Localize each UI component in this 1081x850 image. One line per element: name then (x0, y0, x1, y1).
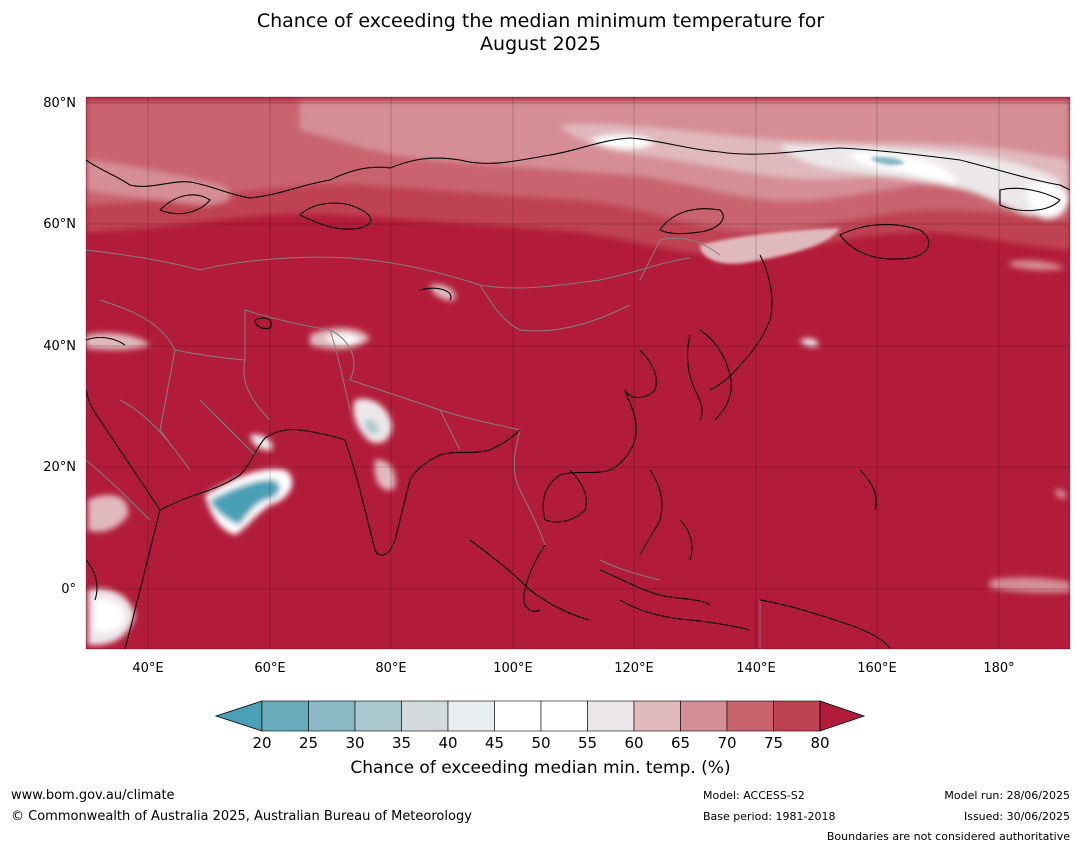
map-title: Chance of exceeding the median minimum t… (0, 10, 1081, 56)
latitude-labels: 80°N 60°N 40°N 20°N 0° (43, 96, 76, 597)
colorbar-title: Chance of exceeding median min. temp. (%… (350, 758, 731, 778)
title-line-2: August 2025 (480, 33, 601, 55)
colorbar-tick-label: 45 (485, 734, 504, 752)
model-text: Model: ACCESS-S2 (703, 789, 805, 802)
colorbar-segment (261, 700, 309, 732)
colorbar-under-arrow (214, 700, 263, 732)
colorbar-tick-label: 40 (438, 734, 457, 752)
colorbar-tick-label: 70 (717, 734, 736, 752)
siberia-anomaly (86, 100, 1070, 256)
colorbar-tick-label: 65 (671, 734, 690, 752)
colorbar-tick-label: 75 (764, 734, 783, 752)
south-anomaly (86, 260, 1070, 645)
lon-label-60e: 60°E (254, 661, 285, 676)
lon-label-120e: 120°E (614, 661, 654, 676)
colorbar-segment (354, 700, 402, 732)
lon-label-80e: 80°E (375, 661, 406, 676)
lon-label-100e: 100°E (493, 661, 533, 676)
disclaimer-text: Boundaries are not considered authoritat… (826, 830, 1070, 843)
colorbar-tick-label: 80 (810, 734, 829, 752)
colorbar-tick-label: 50 (531, 734, 550, 752)
lat-label-40n: 40°N (43, 339, 76, 354)
model-run-text: Model run: 28/06/2025 (944, 789, 1070, 802)
longitude-labels: 40°E 60°E 80°E 100°E 120°E 140°E 160°E 1… (132, 661, 1014, 676)
lat-label-20n: 20°N (43, 460, 76, 475)
siberia-below-median (700, 156, 905, 264)
lon-label-140e: 140°E (736, 661, 776, 676)
colorbar-over-arrow (819, 700, 866, 732)
website-text: www.bom.gov.au/climate (11, 788, 175, 803)
colorbar-segment (587, 700, 635, 732)
lat-label-0: 0° (61, 582, 76, 597)
colorbar-tick-label: 35 (392, 734, 411, 752)
colorbar-tick-label: 25 (299, 734, 318, 752)
colorbar-segment (540, 700, 588, 732)
map-frame (85, 96, 1071, 650)
colorbar-segment (308, 700, 356, 732)
copyright-text: © Commonwealth of Australia 2025, Austra… (11, 809, 472, 824)
coastlines (86, 137, 1070, 649)
colorbar-segment (401, 700, 449, 732)
lat-label-60n: 60°N (43, 217, 76, 232)
lon-label-180: 180° (983, 661, 1014, 676)
colorbar: 20 25 30 35 40 45 50 55 60 65 70 75 80 (214, 700, 866, 752)
colorbar-tick-label: 55 (578, 734, 597, 752)
map-area (86, 97, 1070, 649)
title-line-1: Chance of exceeding the median minimum t… (256, 10, 825, 32)
issued-text: Issued: 30/06/2025 (963, 810, 1070, 823)
colorbar-tick-label: 30 (345, 734, 364, 752)
country-borders (86, 237, 761, 649)
base-period-text: Base period: 1981-2018 (703, 810, 836, 823)
colorbar-segment (773, 700, 821, 732)
lon-label-160e: 160°E (857, 661, 897, 676)
colorbar-segment (494, 700, 542, 732)
colorbar-segment (633, 700, 681, 732)
colorbar-tick-label: 20 (252, 734, 271, 752)
lat-label-80n: 80°N (43, 96, 76, 111)
colorbar-segment (447, 700, 495, 732)
colorbar-segment (726, 700, 774, 732)
lon-label-40e: 40°E (132, 661, 163, 676)
colorbar-tick-label: 60 (624, 734, 643, 752)
colorbar-segment (680, 700, 728, 732)
